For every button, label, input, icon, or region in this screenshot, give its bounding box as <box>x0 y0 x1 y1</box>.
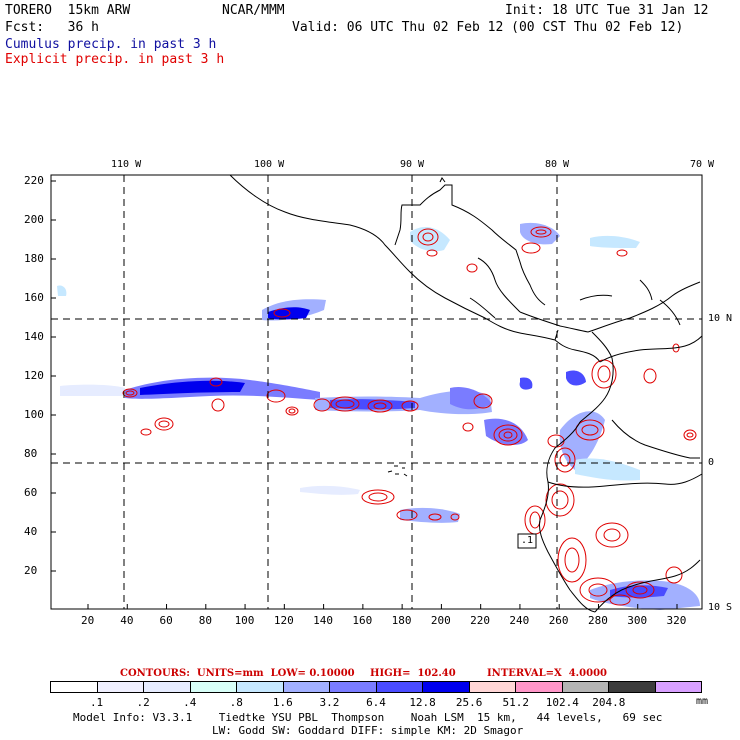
x-tick-label: 180 <box>391 614 412 627</box>
x-tick-label: 20 <box>81 614 95 627</box>
legend-label: 51.2 <box>502 696 529 709</box>
x-tick-label: 40 <box>120 614 134 627</box>
contour-interval: INTERVAL=X 4.0000 <box>487 668 607 679</box>
legend-swatch <box>144 682 191 692</box>
lat-label-10n: 10 N <box>708 313 733 324</box>
init-time: Init: 18 UTC Tue 31 Jan 12 <box>505 3 709 18</box>
contour-high: HIGH= 102.40 <box>370 668 456 679</box>
legend-swatch <box>190 682 237 692</box>
legend-label: .1 <box>89 696 104 709</box>
legend-swatch <box>655 682 701 692</box>
y-tick-label: 200 <box>24 213 44 226</box>
x-tick-label: 100 <box>234 614 255 627</box>
model-title: TORERO 15km ARW <box>5 3 131 18</box>
x-tick-label: 320 <box>666 614 687 627</box>
legend-label: 102.4 <box>545 696 579 709</box>
y-tick-label: 160 <box>24 291 44 304</box>
legend-label: .2 <box>136 696 150 709</box>
legend-swatch <box>516 682 563 692</box>
legend-label: .8 <box>229 696 243 709</box>
contour-units: CONTOURS: UNITS=mm LOW= 0.10000 <box>120 668 355 679</box>
y-tick-label: 100 <box>24 408 44 421</box>
y-tick-label: 80 <box>24 447 38 460</box>
legend-label: 204.8 <box>592 696 626 709</box>
y-tick-label: 140 <box>24 330 44 343</box>
cumulus-caption: Cumulus precip. in past 3 h <box>5 37 217 52</box>
legend-swatch <box>609 682 656 692</box>
lat-label-10s: 10 S <box>708 602 733 613</box>
y-tick-label: 20 <box>24 564 38 577</box>
legend-label: 3.2 <box>319 696 340 709</box>
lon-label-80w: 80 W <box>545 159 570 170</box>
x-tick-label: 240 <box>509 614 530 627</box>
physics-info-line: LW: Godd SW: Goddard DIFF: simple KM: 2D… <box>212 724 524 737</box>
legend-label: .4 <box>183 696 197 709</box>
legend-swatch <box>562 682 609 692</box>
legend-swatch <box>97 682 144 692</box>
legend-swatch <box>237 682 284 692</box>
lat-lon-grid <box>51 175 702 609</box>
x-tick-label: 300 <box>627 614 648 627</box>
x-tick-label: 280 <box>587 614 608 627</box>
model-info-line: Model Info: V3.3.1 Tiedtke YSU PBL Thomp… <box>73 711 663 724</box>
legend-swatch <box>469 682 516 692</box>
valid-time: Valid: 06 UTC Thu 02 Feb 12 (00 CST Thu … <box>292 20 684 35</box>
legend-swatch <box>330 682 377 692</box>
cumulus-precip-shading <box>57 222 700 610</box>
legend-swatch <box>283 682 330 692</box>
lon-label-110w: 110 W <box>111 159 142 170</box>
x-tick-label: 200 <box>430 614 451 627</box>
x-tick-label: 140 <box>313 614 333 627</box>
explicit-precip-contours <box>122 226 697 606</box>
org-label: NCAR/MMM <box>222 3 285 18</box>
lon-label-100w: 100 W <box>254 159 285 170</box>
y-tick-label: 120 <box>24 369 44 382</box>
axis-ticks <box>51 180 678 609</box>
explicit-caption: Explicit precip. in past 3 h <box>5 52 225 67</box>
contour-label-text: .1 <box>521 535 534 546</box>
legend-label: 12.8 <box>409 696 436 709</box>
coastlines <box>229 174 703 613</box>
lon-label-90w: 90 W <box>400 159 425 170</box>
color-legend-bar <box>50 681 702 693</box>
x-tick-label: 60 <box>159 614 173 627</box>
x-tick-label: 260 <box>548 614 569 627</box>
legend-label: 1.6 <box>272 696 293 709</box>
x-tick-label: 160 <box>352 614 373 627</box>
x-tick-label: 80 <box>198 614 213 627</box>
contour-label-box <box>517 533 537 549</box>
forecast-hour: Fcst: 36 h <box>5 20 99 35</box>
y-tick-label: 180 <box>24 252 44 265</box>
x-tick-label: 220 <box>470 614 491 627</box>
lon-label-70w: 70 W <box>690 159 715 170</box>
lat-label-0: 0 <box>708 457 715 468</box>
legend-label: 6.4 <box>366 696 386 709</box>
legend-swatch <box>376 682 423 692</box>
map-frame <box>50 174 703 610</box>
legend-unit: mm <box>696 696 709 707</box>
y-tick-label: 40 <box>24 525 38 538</box>
y-tick-label: 60 <box>24 486 38 499</box>
y-tick-label: 220 <box>24 174 44 187</box>
legend-label: 25.6 <box>455 696 483 709</box>
legend-swatch <box>423 682 470 692</box>
x-tick-label: 120 <box>273 614 294 627</box>
legend-swatch <box>51 682 98 692</box>
